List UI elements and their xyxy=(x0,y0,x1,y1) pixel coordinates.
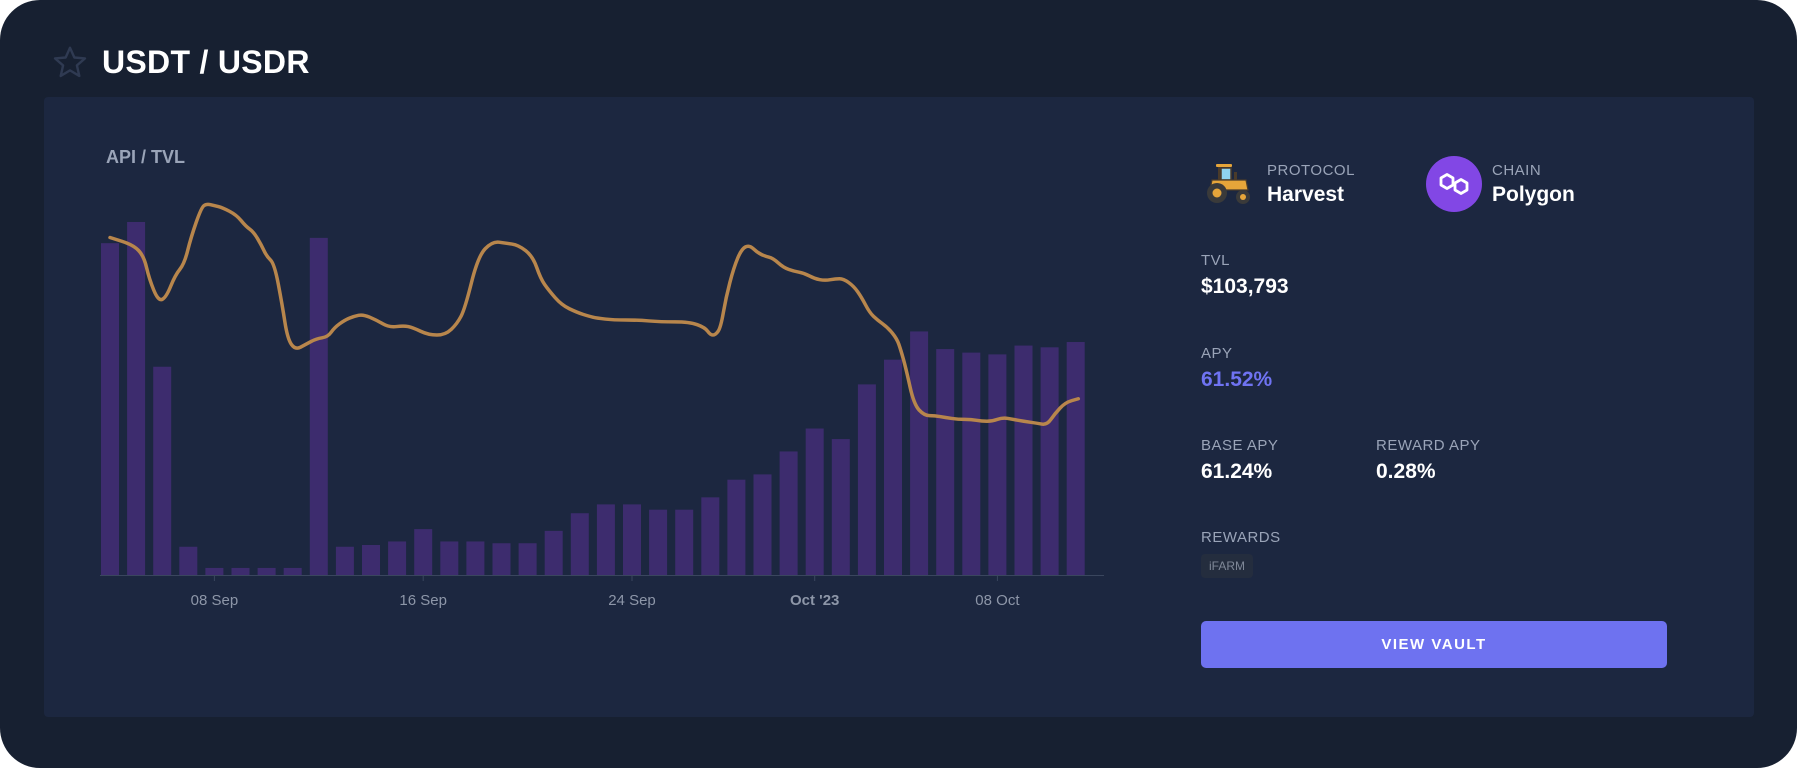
x-axis-tick-label: 08 Oct xyxy=(975,592,1020,609)
chart-bar xyxy=(388,541,407,575)
base-apy-label: BASE APY xyxy=(1201,437,1279,454)
vault-info: PROTOCOL Harvest CHAIN Polygon xyxy=(1201,97,1721,717)
chart-bar xyxy=(727,479,746,575)
chart-bar xyxy=(649,509,668,575)
apy-tvl-chart: 08 Sep 16 Sep 24 Sep Oct '23 08 Oct xyxy=(100,202,1104,609)
chart-bar xyxy=(127,222,146,575)
chain-label: CHAIN xyxy=(1492,161,1542,179)
tvl-label: TVL xyxy=(1201,252,1231,269)
chart-bar xyxy=(179,546,198,575)
apy-value: 61.52% xyxy=(1201,368,1273,391)
chart-bar xyxy=(231,567,250,575)
protocol-label: PROTOCOL xyxy=(1267,161,1355,179)
chart-bar xyxy=(1066,342,1085,575)
meta-row: PROTOCOL Harvest CHAIN Polygon xyxy=(1201,156,1575,212)
chart-bar xyxy=(884,359,902,575)
chart-bar xyxy=(936,349,955,575)
chart-bar xyxy=(440,541,459,575)
chart-bar xyxy=(153,366,172,575)
protocol-meta: PROTOCOL Harvest xyxy=(1201,156,1426,212)
rewards-label: REWARDS xyxy=(1201,529,1281,546)
chart-bar xyxy=(335,546,354,575)
chart-bar xyxy=(753,474,772,575)
chain-value: Polygon xyxy=(1492,182,1575,206)
chart-bar xyxy=(701,497,720,575)
chart-bar xyxy=(857,384,876,575)
base-apy-stat: BASE APY 61.24% xyxy=(1201,437,1278,484)
chart-title: API / TVL xyxy=(106,147,186,167)
chart-bar xyxy=(414,529,433,575)
chart-bar xyxy=(257,567,276,575)
polygon-icon xyxy=(1426,156,1482,212)
chart-bar xyxy=(101,243,119,575)
tvl-stat: TVL $103,793 xyxy=(1201,252,1289,299)
reward-apy-value: 0.28% xyxy=(1376,460,1436,483)
chart-bar xyxy=(1040,347,1059,575)
reward-apy-label: REWARD APY xyxy=(1376,437,1481,454)
chart-bar xyxy=(623,504,641,575)
chart-bar xyxy=(805,428,824,575)
reward-apy-stat: REWARD APY 0.28% xyxy=(1376,437,1480,484)
protocol-value: Harvest xyxy=(1267,182,1345,206)
chart-bar xyxy=(205,567,224,575)
view-vault-button[interactable]: VIEW VAULT xyxy=(1201,621,1667,668)
header: USDT / USDR xyxy=(52,40,310,84)
chart-bar xyxy=(1014,345,1033,575)
chart-bar xyxy=(309,237,328,575)
chart-bar xyxy=(283,567,302,575)
chart-bar xyxy=(779,451,798,575)
x-axis-tick-label: 08 Sep xyxy=(191,592,239,609)
x-axis-tick-label: 16 Sep xyxy=(399,592,447,609)
base-apy-value: 61.24% xyxy=(1201,460,1273,483)
chart-bar xyxy=(675,509,694,575)
chart-bar xyxy=(962,352,981,575)
tractor-icon xyxy=(1201,156,1257,212)
chart-bar xyxy=(544,530,563,575)
content-panel: API / TVL 08 Sep 16 Sep 24 Sep Oct '23 08 Oc… xyxy=(44,97,1754,717)
chart-bar xyxy=(570,513,589,575)
rewards-stat: REWARDS iFARM xyxy=(1201,529,1281,578)
chart-bar xyxy=(362,544,380,575)
chart-bar xyxy=(910,331,929,575)
chart-bar xyxy=(518,543,537,575)
star-icon[interactable] xyxy=(52,44,88,80)
reward-token-tag: iFARM xyxy=(1201,554,1253,578)
x-axis-tick-label: Oct '23 xyxy=(790,592,839,609)
chart-bar xyxy=(831,439,850,575)
x-axis-tick-label: 24 Sep xyxy=(608,592,656,609)
chart-bar xyxy=(492,543,511,575)
page-title: USDT / USDR xyxy=(102,43,310,80)
chain-meta: CHAIN Polygon xyxy=(1426,156,1575,212)
tvl-value: $103,793 xyxy=(1201,275,1289,298)
apy-stat: APY 61.52% xyxy=(1201,345,1272,392)
chart-bar xyxy=(466,541,485,575)
chart-bar xyxy=(988,354,1007,575)
apy-line xyxy=(108,202,1081,426)
chart-bar xyxy=(596,504,615,575)
apy-label: APY xyxy=(1201,345,1233,362)
